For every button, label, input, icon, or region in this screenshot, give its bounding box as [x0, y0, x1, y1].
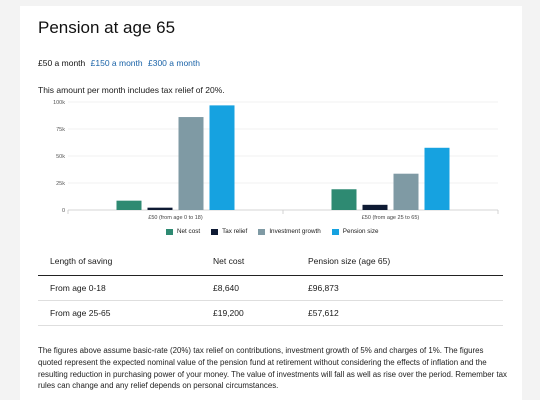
table-header-row: Length of saving Net cost Pension size (…: [38, 246, 503, 276]
legend-pension-size: Pension size: [331, 228, 379, 235]
cell-net-cost: £19,200: [213, 300, 308, 326]
cell-pension-size: £96,873: [308, 275, 503, 301]
legend-swatch-net-cost: [166, 228, 173, 235]
legend-label-tax-relief: Tax relief: [222, 228, 248, 235]
bar: [393, 173, 419, 210]
pension-card: Pension at age 65 £50 a month £150 a mon…: [20, 6, 522, 400]
bar: [147, 207, 173, 210]
page-title: Pension at age 65: [38, 18, 176, 37]
assumptions-note: The figures above assume basic-rate (20%…: [38, 346, 507, 391]
bar: [116, 200, 142, 210]
header-length-of-saving: Length of saving: [38, 246, 213, 276]
legend-tax-relief: Tax relief: [211, 228, 247, 235]
bar: [362, 204, 388, 210]
bar: [178, 117, 204, 210]
bar: [331, 189, 357, 210]
amount-options: £50 a month £150 a month £300 a month: [38, 58, 203, 68]
legend-investment-growth: Investment growth: [258, 228, 321, 235]
y-tick-label: 75k: [56, 127, 65, 133]
chart-legend: Net cost Tax relief Investment growth Pe…: [166, 228, 378, 235]
legend-swatch-tax-relief: [211, 228, 219, 235]
cell-length: From age 0-18: [38, 275, 213, 301]
tax-relief-note: This amount per month includes tax relie…: [38, 85, 225, 95]
results-table: Length of saving Net cost Pension size (…: [38, 246, 503, 326]
y-tick-label: 100k: [53, 100, 65, 106]
table-row: From age 25-65 £19,200 £57,612: [38, 300, 503, 326]
legend-net-cost: Net cost: [166, 228, 200, 235]
cell-net-cost: £8,640: [213, 275, 308, 301]
cell-pension-size: £57,612: [308, 300, 503, 326]
y-tick-label: 0: [62, 208, 65, 214]
legend-label-net-cost: Net cost: [177, 228, 201, 235]
legend-swatch-investment-growth: [258, 228, 266, 235]
x-category-label: £50 (from age 0 to 18): [148, 215, 203, 221]
header-pension-size: Pension size (age 65): [308, 246, 503, 276]
amount-option-50[interactable]: £50 a month: [38, 58, 86, 68]
y-tick-label: 25k: [56, 181, 65, 187]
x-category-label: £50 (from age 25 to 65): [362, 215, 420, 221]
legend-swatch-pension-size: [331, 228, 339, 235]
cell-length: From age 25-65: [38, 300, 213, 326]
y-tick-label: 50k: [56, 154, 65, 160]
pension-bar-chart: 0 25k 50k 75k 100k £50 (from age 0 to 18) £50 …: [53, 100, 499, 221]
bar: [209, 105, 235, 210]
legend-label-investment-growth: Investment growth: [269, 228, 321, 235]
amount-option-300[interactable]: £300 a month: [148, 58, 200, 68]
amount-option-150[interactable]: £150 a month: [90, 58, 143, 68]
table-row: From age 0-18 £8,640 £96,873: [38, 275, 503, 301]
bar: [424, 147, 450, 210]
header-net-cost: Net cost: [213, 246, 308, 276]
legend-label-pension-size: Pension size: [342, 228, 379, 235]
